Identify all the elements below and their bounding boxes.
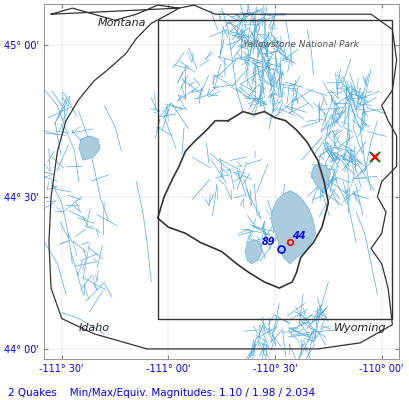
- Text: 2 Quakes    Min/Max/Equiv. Magnitudes: 1.10 / 1.98 / 2.034: 2 Quakes Min/Max/Equiv. Magnitudes: 1.10…: [8, 388, 315, 398]
- Polygon shape: [79, 136, 100, 160]
- Text: Wyoming: Wyoming: [333, 323, 386, 333]
- Polygon shape: [245, 239, 262, 264]
- Text: Yellowstone National Park: Yellowstone National Park: [242, 40, 358, 49]
- Polygon shape: [310, 163, 330, 191]
- Text: 44: 44: [291, 231, 305, 241]
- Polygon shape: [270, 191, 315, 264]
- Text: Idaho: Idaho: [78, 323, 109, 333]
- Text: 89: 89: [262, 238, 275, 248]
- Text: Montana: Montana: [97, 18, 145, 28]
